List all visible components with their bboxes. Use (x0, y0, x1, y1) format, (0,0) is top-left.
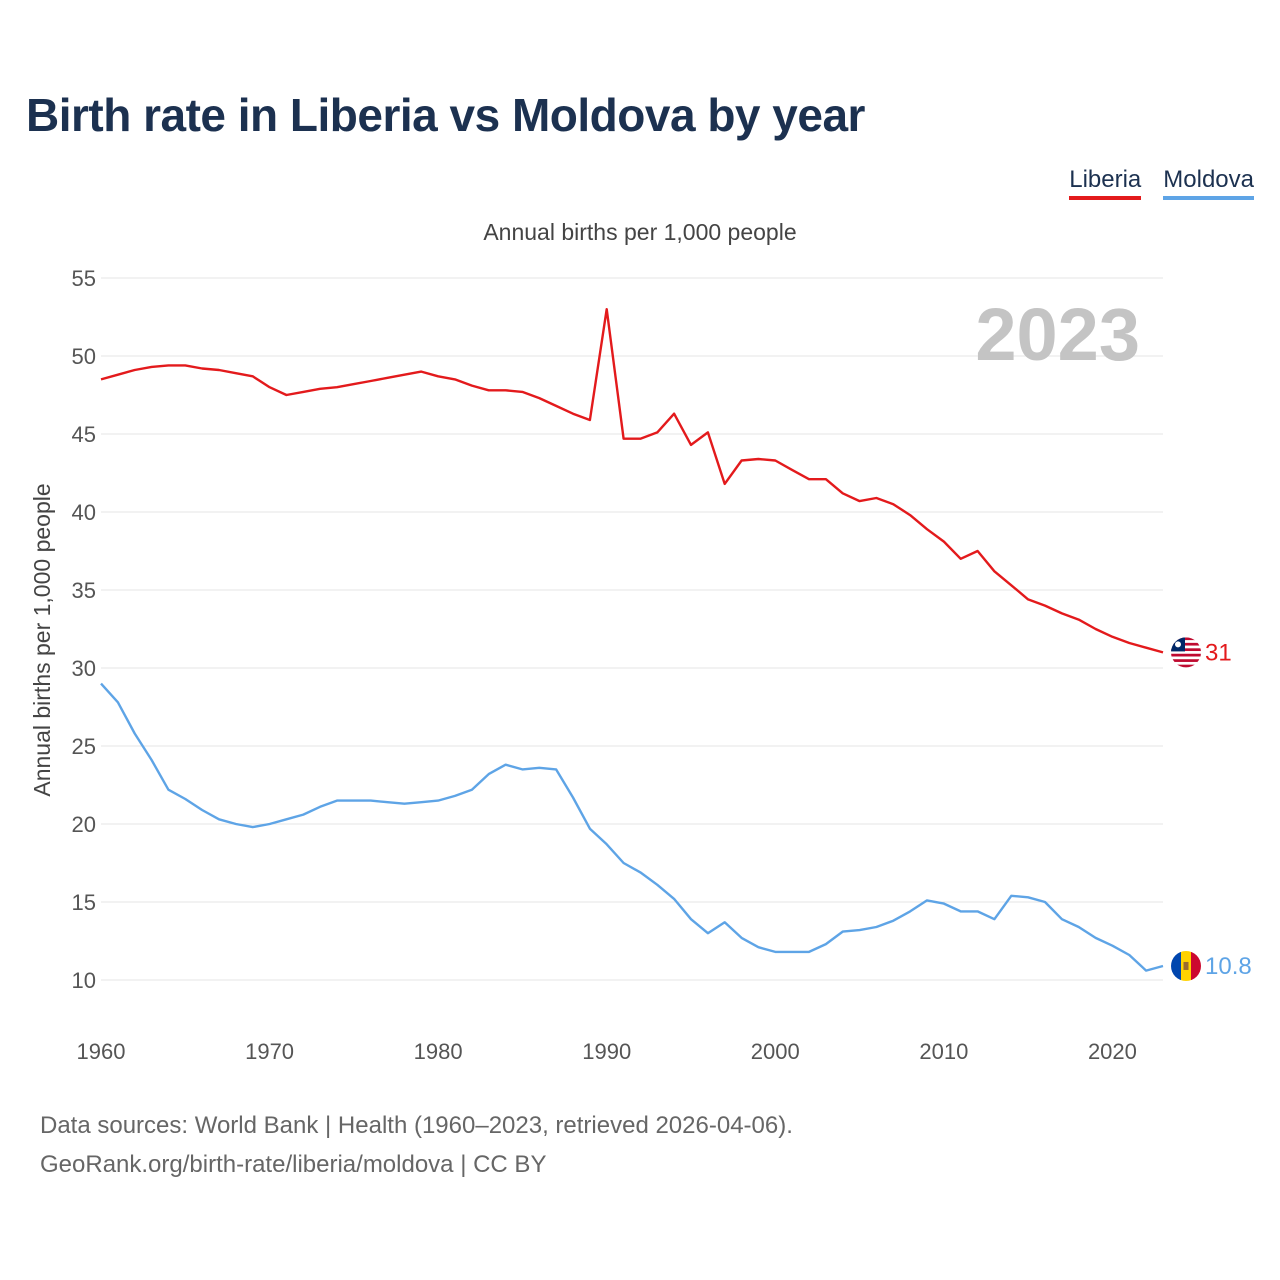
y-tick-label: 35 (72, 578, 96, 603)
legend-item-liberia[interactable]: Liberia (1069, 166, 1142, 200)
chart-title: Birth rate in Liberia vs Moldova by year (26, 89, 865, 141)
y-tick-label: 55 (72, 266, 96, 291)
footer: Data sources: World Bank | Health (1960–… (40, 1106, 793, 1184)
series-line-moldova (100, 682, 1164, 972)
chart-subtitle: Annual births per 1,000 people (483, 219, 796, 245)
moldova-end-value: 10.8 (1205, 953, 1252, 980)
line-chart: 10 15 20 25 30 35 40 45 50 55 1960 1970 1980 1990 200… (29, 219, 1252, 1064)
y-tick-label: 20 (72, 812, 96, 837)
x-tick-label: 2010 (919, 1039, 968, 1064)
liberia-end-value: 31 (1205, 639, 1232, 666)
liberia-flag-icon (1171, 637, 1201, 668)
year-label: 2023 (975, 293, 1140, 376)
y-tick-label: 40 (72, 500, 96, 525)
y-tick-label: 45 (72, 422, 96, 447)
y-tick-label: 15 (72, 890, 96, 915)
end-markers: 31 10.8 (1171, 637, 1252, 981)
footer-link[interactable]: GeoRank.org/birth-rate/liberia/moldova |… (40, 1151, 547, 1178)
series-group (100, 308, 1164, 972)
footer-sources: Data sources: World Bank | Health (1960–… (40, 1112, 793, 1139)
moldova-flag-icon (1171, 950, 1201, 981)
y-tick-label: 10 (72, 968, 96, 993)
legend: Liberia Moldova (1069, 166, 1254, 200)
x-tick-label: 1970 (245, 1039, 294, 1064)
gridlines (101, 277, 1163, 981)
series-line-liberia (100, 308, 1164, 654)
x-tick-label: 1960 (77, 1039, 126, 1064)
x-tick-label: 2020 (1088, 1039, 1137, 1064)
x-axis-ticks: 1960 1970 1980 1990 2000 2010 2020 (77, 1039, 1137, 1064)
y-tick-label: 50 (72, 344, 96, 369)
x-tick-label: 2000 (751, 1039, 800, 1064)
y-axis-ticks: 10 15 20 25 30 35 40 45 50 55 (72, 266, 96, 993)
x-tick-label: 1990 (582, 1039, 631, 1064)
y-tick-label: 25 (72, 734, 96, 759)
legend-item-moldova[interactable]: Moldova (1163, 166, 1254, 200)
y-tick-label: 30 (72, 656, 96, 681)
y-axis-label: Annual births per 1,000 people (29, 483, 55, 796)
x-tick-label: 1980 (414, 1039, 463, 1064)
